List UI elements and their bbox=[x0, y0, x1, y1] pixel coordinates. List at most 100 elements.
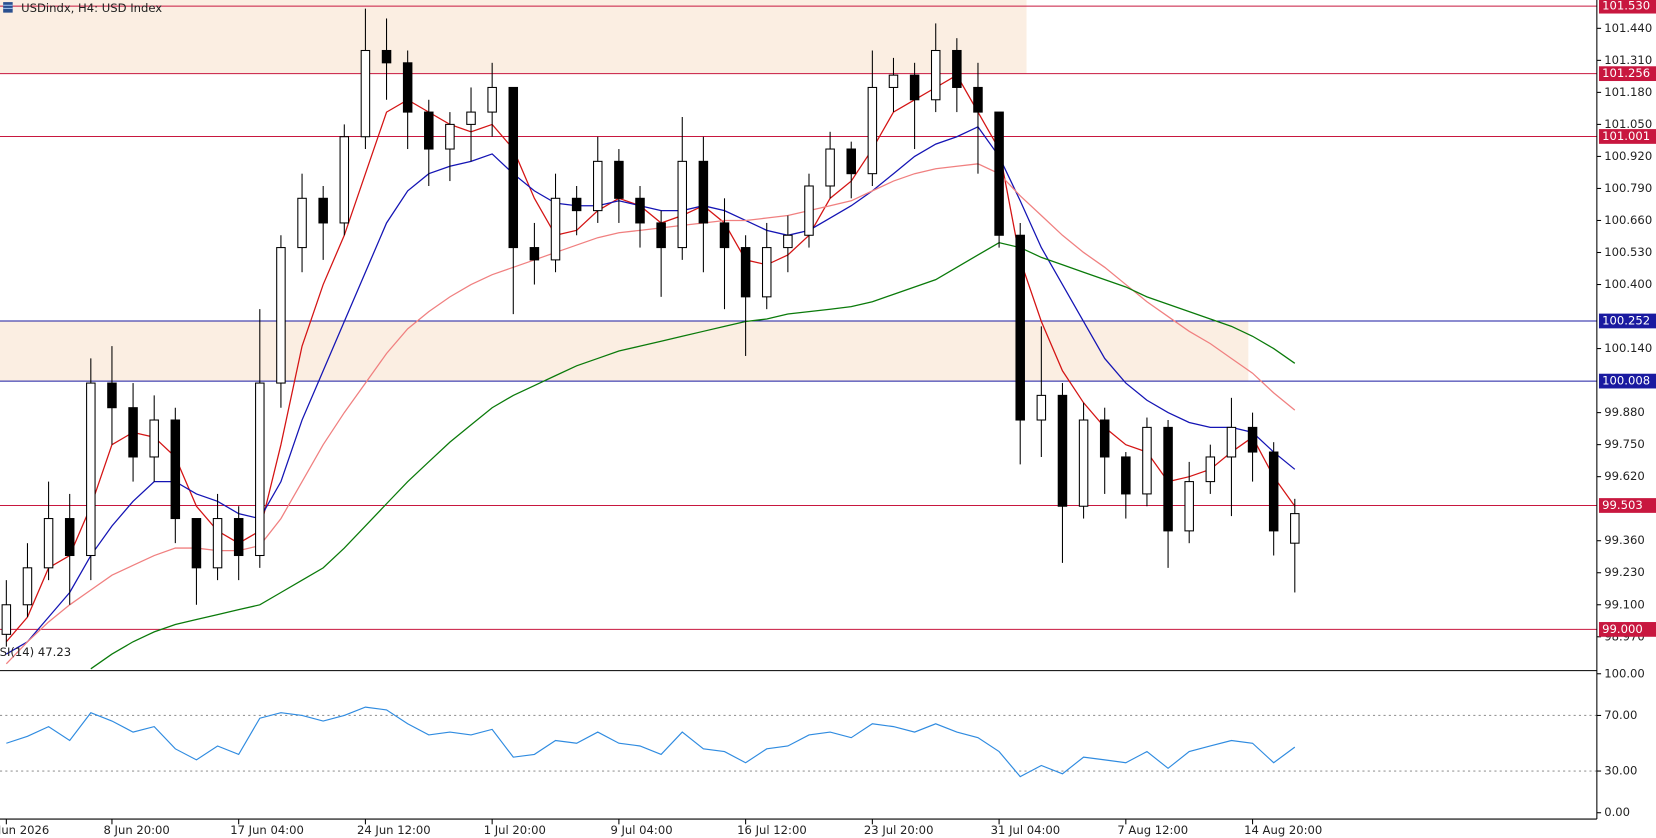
candle bbox=[761, 222, 772, 310]
candle-body bbox=[381, 49, 392, 64]
candle bbox=[719, 198, 730, 310]
candle-body bbox=[360, 49, 371, 138]
candle-body bbox=[1036, 394, 1047, 421]
candle-body bbox=[1142, 426, 1152, 495]
candle bbox=[233, 506, 244, 581]
candle-body bbox=[1163, 426, 1173, 532]
candle bbox=[212, 493, 223, 581]
candle-body bbox=[656, 222, 666, 249]
candle-body bbox=[508, 86, 519, 249]
candle bbox=[1121, 452, 1131, 519]
candle bbox=[297, 173, 307, 273]
candle bbox=[1205, 444, 1216, 494]
candle bbox=[1078, 402, 1089, 519]
candle-body bbox=[952, 49, 962, 88]
candle-body bbox=[191, 518, 202, 569]
candle bbox=[1290, 498, 1300, 593]
y-tick-label: 0.00 bbox=[1604, 805, 1630, 819]
level-label: 101.001 bbox=[1602, 129, 1650, 143]
candle-body bbox=[1268, 451, 1279, 532]
candle bbox=[804, 173, 814, 248]
candle-body bbox=[402, 62, 413, 113]
candle-body bbox=[846, 148, 856, 175]
candle-body bbox=[719, 222, 730, 249]
candle-body bbox=[761, 247, 772, 298]
candle bbox=[1015, 222, 1025, 465]
candle-body bbox=[1057, 394, 1068, 507]
candle-body bbox=[1290, 513, 1300, 544]
candle-body bbox=[149, 419, 159, 458]
y-tick-label: 99.750 bbox=[1604, 437, 1645, 451]
candle bbox=[930, 23, 941, 113]
candle-body bbox=[1078, 419, 1089, 507]
candle-body bbox=[1121, 456, 1131, 495]
candle bbox=[43, 481, 54, 581]
y-tick-label: 100.400 bbox=[1604, 277, 1652, 291]
candle bbox=[1036, 326, 1047, 457]
candle-body bbox=[1099, 419, 1110, 458]
candle-body bbox=[487, 86, 497, 113]
x-tick-label: Jun 2026 bbox=[0, 823, 49, 837]
candle-body bbox=[1015, 234, 1025, 421]
candle-body bbox=[1226, 426, 1237, 458]
candle bbox=[402, 50, 413, 150]
candle bbox=[677, 117, 688, 260]
candle bbox=[888, 57, 899, 113]
y-tick-label: 101.310 bbox=[1604, 53, 1652, 67]
candle bbox=[1142, 417, 1152, 507]
candle-body bbox=[22, 567, 33, 606]
x-tick-label: 31 Jul 04:00 bbox=[991, 823, 1061, 837]
candle bbox=[1099, 407, 1110, 494]
y-tick-label: 101.440 bbox=[1604, 21, 1652, 35]
level-label-bg bbox=[1598, 0, 1656, 14]
candle bbox=[487, 62, 497, 137]
candle bbox=[149, 395, 159, 482]
x-tick-label: 16 Jul 12:00 bbox=[737, 823, 807, 837]
candle bbox=[635, 185, 645, 248]
candle bbox=[107, 346, 117, 445]
level-label-bg bbox=[1598, 129, 1656, 144]
candle-body bbox=[170, 419, 181, 520]
candle bbox=[1057, 383, 1068, 563]
candle-body bbox=[1247, 426, 1258, 453]
level-label-bg bbox=[1598, 622, 1656, 637]
candle bbox=[86, 358, 96, 581]
level-label: 99.000 bbox=[1602, 622, 1643, 636]
level-label: 101.530 bbox=[1602, 0, 1650, 13]
candle bbox=[170, 407, 181, 544]
candle-body bbox=[466, 111, 476, 125]
candle bbox=[445, 112, 455, 182]
x-tick-label: 1 Jul 20:00 bbox=[484, 823, 546, 837]
level-label-bg bbox=[1598, 66, 1656, 82]
level-label-bg bbox=[1598, 498, 1656, 513]
level-label-bg bbox=[1598, 373, 1656, 389]
y-tick-label: 70.00 bbox=[1604, 708, 1637, 722]
moving-average-line bbox=[6, 126, 1296, 655]
candle-body bbox=[86, 382, 96, 557]
candle bbox=[1184, 461, 1194, 544]
candle bbox=[255, 309, 265, 568]
y-tick-label: 100.00 bbox=[1604, 666, 1645, 680]
y-tick-label: 30.00 bbox=[1604, 764, 1637, 778]
x-tick-label: 9 Jul 04:00 bbox=[610, 823, 672, 837]
candle bbox=[614, 149, 624, 223]
y-tick-label: 100.660 bbox=[1604, 213, 1652, 227]
candle-body bbox=[64, 518, 75, 557]
candle-body bbox=[1, 604, 12, 635]
level-label: 100.252 bbox=[1602, 313, 1650, 327]
level-label: 99.503 bbox=[1602, 498, 1643, 512]
candle bbox=[656, 210, 666, 297]
candle-body bbox=[888, 74, 899, 88]
rsi-line bbox=[6, 706, 1296, 778]
candle bbox=[867, 50, 878, 186]
candle-body bbox=[43, 518, 54, 569]
candle-body bbox=[973, 86, 983, 113]
candle bbox=[952, 38, 962, 113]
candle bbox=[783, 215, 793, 273]
candle-body bbox=[909, 74, 920, 101]
y-tick-label: 100.530 bbox=[1604, 245, 1652, 259]
x-tick-label: 24 Jun 12:00 bbox=[357, 823, 431, 837]
